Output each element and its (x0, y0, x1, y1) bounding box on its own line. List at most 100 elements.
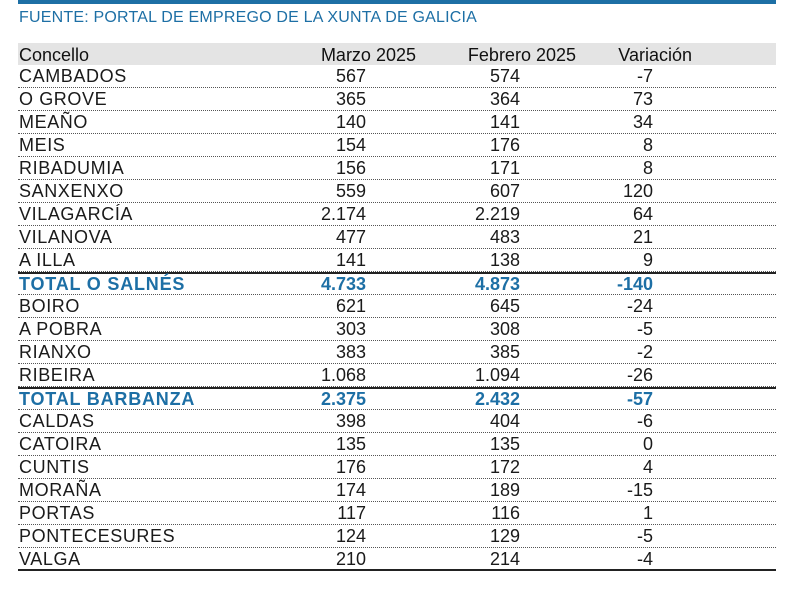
cell-variacion: -140 (616, 274, 653, 294)
cell-febrero: 2.219 (474, 204, 520, 224)
table-row-total: TOTAL BARBANZA 2.375 2.432 -57 (18, 387, 776, 410)
cell-marzo: 2.375 (320, 389, 366, 409)
column-header-variacion: Variación (618, 45, 692, 65)
table-row: VALGA 210 214 -4 (18, 548, 776, 571)
cell-variacion: 8 (642, 158, 653, 178)
cell-marzo: 135 (335, 434, 366, 454)
cell-marzo: 4.733 (320, 274, 366, 294)
cell-febrero: 483 (489, 227, 520, 247)
cell-concello: A ILLA (19, 250, 76, 270)
cell-marzo: 117 (337, 503, 366, 523)
cell-concello: MORAÑA (19, 480, 102, 500)
table-row: O GROVE 365 364 73 (18, 88, 776, 111)
cell-febrero: 138 (489, 250, 520, 270)
table-row: RIBADUMIA 156 171 8 (18, 157, 776, 180)
data-table: Concello Marzo 2025 Febrero 2025 Variaci… (18, 43, 776, 571)
cell-variacion: -26 (626, 365, 653, 385)
cell-marzo: 156 (335, 158, 366, 178)
table-body: CAMBADOS 567 574 -7 O GROVE 365 364 73 MEAÑO 140 1… (18, 65, 776, 571)
cell-variacion: -7 (636, 66, 653, 86)
cell-marzo: 2.174 (320, 204, 366, 224)
cell-concello: MEAÑO (19, 112, 89, 132)
cell-variacion: -2 (636, 342, 653, 362)
cell-variacion: 34 (632, 112, 653, 132)
cell-marzo: 140 (335, 112, 366, 132)
cell-febrero: 607 (489, 181, 520, 201)
cell-febrero: 4.873 (474, 274, 520, 294)
table-row: PONTECESURES 124 129 -5 (18, 525, 776, 548)
table-row: A ILLA 141 138 9 (18, 249, 776, 272)
cell-concello: CAMBADOS (19, 66, 127, 86)
cell-variacion: -6 (636, 411, 653, 431)
cell-marzo: 559 (335, 181, 366, 201)
cell-febrero: 189 (489, 480, 520, 500)
cell-concello: BOIRO (19, 296, 81, 316)
cell-concello: A POBRA (19, 319, 103, 339)
cell-febrero: 308 (489, 319, 520, 339)
cell-variacion: -15 (626, 480, 653, 500)
cell-variacion: 73 (632, 89, 653, 109)
cell-concello: CATOIRA (19, 434, 102, 454)
cell-marzo: 383 (335, 342, 366, 362)
cell-febrero: 214 (489, 549, 520, 569)
cell-febrero: 385 (489, 342, 520, 362)
table-row: RIANXO 383 385 -2 (18, 341, 776, 364)
cell-concello: RIBEIRA (19, 365, 96, 385)
table-row: CATOIRA 135 135 0 (18, 433, 776, 456)
column-header-febrero: Febrero 2025 (467, 45, 576, 65)
table-row: BOIRO 621 645 -24 (18, 295, 776, 318)
table-row: CAMBADOS 567 574 -7 (18, 65, 776, 88)
column-header-marzo: Marzo 2025 (320, 45, 416, 65)
cell-febrero: 141 (489, 112, 520, 132)
cell-concello: VILAGARCÍA (19, 204, 134, 224)
cell-concello: CUNTIS (19, 457, 90, 477)
cell-variacion: 21 (632, 227, 653, 247)
cell-concello: PONTECESURES (19, 526, 176, 546)
cell-marzo: 303 (335, 319, 366, 339)
table-row: MEAÑO 140 141 34 (18, 111, 776, 134)
cell-marzo: 365 (335, 89, 366, 109)
cell-marzo: 174 (335, 480, 366, 500)
cell-variacion: 64 (632, 204, 653, 224)
cell-variacion: -5 (636, 319, 653, 339)
cell-variacion: -24 (626, 296, 653, 316)
cell-marzo: 124 (335, 526, 366, 546)
cell-marzo: 567 (335, 66, 366, 86)
cell-febrero: 176 (489, 135, 520, 155)
table-row: MORAÑA 174 189 -15 (18, 479, 776, 502)
cell-variacion: 8 (642, 135, 653, 155)
cell-variacion: 9 (642, 250, 653, 270)
cell-marzo: 176 (335, 457, 366, 477)
cell-febrero: 404 (489, 411, 520, 431)
top-rule (18, 0, 776, 4)
cell-variacion: 1 (642, 503, 653, 523)
cell-variacion: -5 (636, 526, 653, 546)
cell-marzo: 477 (335, 227, 366, 247)
cell-febrero: 171 (489, 158, 520, 178)
cell-variacion: 4 (642, 457, 653, 477)
cell-variacion: 0 (642, 434, 653, 454)
cell-marzo: 141 (335, 250, 366, 270)
cell-marzo: 1.068 (320, 365, 366, 385)
cell-concello: TOTAL BARBANZA (19, 389, 196, 409)
cell-concello: RIBADUMIA (19, 158, 125, 178)
cell-marzo: 621 (335, 296, 366, 316)
cell-febrero: 1.094 (474, 365, 520, 385)
table-row: RIBEIRA 1.068 1.094 -26 (18, 364, 776, 387)
cell-variacion: -4 (636, 549, 653, 569)
cell-febrero: 574 (489, 66, 520, 86)
cell-marzo: 398 (335, 411, 366, 431)
table-row: MEIS 154 176 8 (18, 134, 776, 157)
column-header-concello: Concello (19, 45, 90, 65)
cell-variacion: 120 (622, 181, 653, 201)
cell-marzo: 210 (335, 549, 366, 569)
cell-febrero: 116 (491, 503, 520, 523)
table-row: A POBRA 303 308 -5 (18, 318, 776, 341)
cell-febrero: 135 (489, 434, 520, 454)
cell-febrero: 364 (489, 89, 520, 109)
cell-febrero: 172 (489, 457, 520, 477)
table-row: VILANOVA 477 483 21 (18, 226, 776, 249)
table-row: PORTAS 117 116 1 (18, 502, 776, 525)
cell-concello: MEIS (19, 135, 66, 155)
cell-concello: VILANOVA (19, 227, 113, 247)
